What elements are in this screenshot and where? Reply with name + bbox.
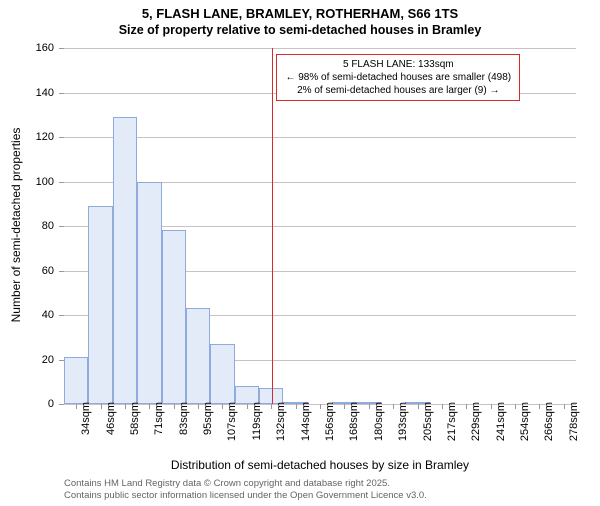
grid-line xyxy=(64,48,576,49)
x-axis-label: Distribution of semi-detached houses by … xyxy=(64,458,576,472)
footer-line1: Contains HM Land Registry data © Crown c… xyxy=(64,478,427,490)
x-tick-mark xyxy=(198,404,199,409)
x-tick-mark xyxy=(271,404,272,409)
y-tick-mark xyxy=(59,404,64,405)
footer-text: Contains HM Land Registry data © Crown c… xyxy=(64,478,427,503)
annotation-line1: 5 FLASH LANE: 133sqm xyxy=(285,58,511,71)
x-tick-mark xyxy=(369,404,370,409)
histogram-bar xyxy=(162,230,186,404)
y-tick-mark xyxy=(59,360,64,361)
annotation-box: 5 FLASH LANE: 133sqm ← 98% of semi-detac… xyxy=(276,54,520,101)
x-tick-mark xyxy=(466,404,467,409)
x-tick-label: 254sqm xyxy=(519,402,531,452)
x-tick-label: 168sqm xyxy=(348,402,360,452)
x-tick-mark xyxy=(491,404,492,409)
annotation-line3: 2% of semi-detached houses are larger (9… xyxy=(285,84,511,97)
annotation-line2: ← 98% of semi-detached houses are smalle… xyxy=(285,71,511,84)
x-tick-label: 266sqm xyxy=(543,402,555,452)
x-tick-label: 119sqm xyxy=(251,402,263,452)
y-tick-mark xyxy=(59,271,64,272)
y-tick-label: 40 xyxy=(0,309,54,321)
chart-title-main: 5, FLASH LANE, BRAMLEY, ROTHERHAM, S66 1… xyxy=(0,6,600,21)
x-tick-label: 205sqm xyxy=(422,402,434,452)
x-tick-label: 278sqm xyxy=(568,402,580,452)
x-tick-mark xyxy=(101,404,102,409)
x-tick-label: 229sqm xyxy=(470,402,482,452)
x-tick-label: 156sqm xyxy=(324,402,336,452)
histogram-bar xyxy=(210,344,234,404)
y-tick-mark xyxy=(59,93,64,94)
x-tick-label: 95sqm xyxy=(202,402,214,452)
y-tick-mark xyxy=(59,226,64,227)
x-tick-label: 241sqm xyxy=(495,402,507,452)
chart-title-sub: Size of property relative to semi-detach… xyxy=(0,23,600,37)
histogram-bar xyxy=(88,206,112,404)
plot-area xyxy=(64,48,576,404)
x-tick-mark xyxy=(539,404,540,409)
footer-line2: Contains public sector information licen… xyxy=(64,490,427,502)
x-tick-mark xyxy=(174,404,175,409)
x-tick-mark xyxy=(393,404,394,409)
y-tick-label: 80 xyxy=(0,220,54,232)
x-tick-label: 180sqm xyxy=(373,402,385,452)
x-tick-mark xyxy=(149,404,150,409)
histogram-bar xyxy=(186,308,210,404)
y-tick-label: 20 xyxy=(0,354,54,366)
x-tick-mark xyxy=(247,404,248,409)
y-tick-label: 160 xyxy=(0,42,54,54)
x-tick-mark xyxy=(296,404,297,409)
histogram-bar xyxy=(64,357,88,404)
x-tick-mark xyxy=(222,404,223,409)
y-tick-label: 0 xyxy=(0,398,54,410)
y-tick-mark xyxy=(59,315,64,316)
histogram-bar xyxy=(113,117,137,404)
y-tick-label: 120 xyxy=(0,131,54,143)
x-tick-label: 58sqm xyxy=(129,402,141,452)
x-tick-mark xyxy=(564,404,565,409)
y-tick-label: 100 xyxy=(0,176,54,188)
y-tick-label: 60 xyxy=(0,265,54,277)
reference-line xyxy=(272,48,273,404)
x-tick-label: 132sqm xyxy=(275,402,287,452)
x-tick-label: 144sqm xyxy=(300,402,312,452)
grid-line xyxy=(64,137,576,138)
x-tick-label: 34sqm xyxy=(80,402,92,452)
x-tick-label: 107sqm xyxy=(226,402,238,452)
x-tick-label: 83sqm xyxy=(178,402,190,452)
y-tick-mark xyxy=(59,137,64,138)
y-tick-mark xyxy=(59,182,64,183)
x-tick-mark xyxy=(418,404,419,409)
x-tick-label: 46sqm xyxy=(105,402,117,452)
x-tick-label: 193sqm xyxy=(397,402,409,452)
x-tick-label: 217sqm xyxy=(446,402,458,452)
x-tick-mark xyxy=(442,404,443,409)
y-tick-mark xyxy=(59,48,64,49)
x-tick-mark xyxy=(125,404,126,409)
x-tick-mark xyxy=(515,404,516,409)
y-tick-label: 140 xyxy=(0,87,54,99)
x-tick-mark xyxy=(344,404,345,409)
x-tick-mark xyxy=(320,404,321,409)
x-tick-mark xyxy=(76,404,77,409)
histogram-bar xyxy=(137,182,161,405)
x-tick-label: 71sqm xyxy=(153,402,165,452)
